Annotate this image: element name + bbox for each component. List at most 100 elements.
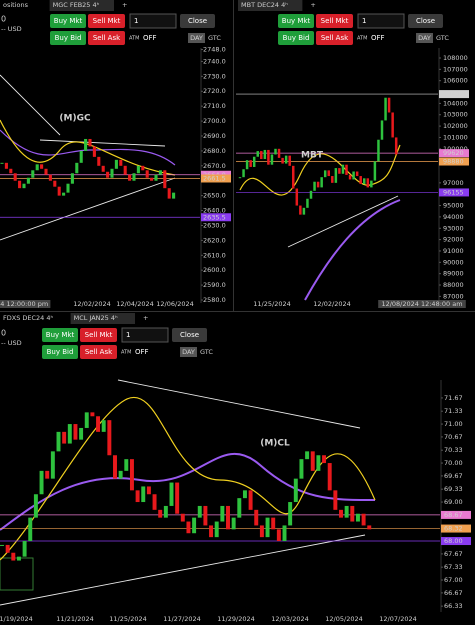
candle: [152, 494, 157, 510]
day-toggle[interactable]: [180, 347, 197, 357]
candle: [113, 455, 117, 479]
candle: [288, 502, 293, 526]
candle: [316, 455, 321, 471]
gtc-label[interactable]: GTC: [436, 34, 449, 42]
candle: [50, 451, 55, 479]
candle: [106, 171, 110, 178]
chart-annotation: (M)GC: [59, 114, 91, 124]
candle: [226, 505, 230, 530]
candle: [118, 470, 123, 479]
x-tick-label: 12/06/2024: [156, 300, 193, 308]
y-tick-label: 97000: [443, 179, 464, 187]
atm-state[interactable]: OFF: [135, 348, 149, 356]
x-tick-label: 12/05/2024: [325, 615, 362, 623]
gtc-label[interactable]: GTC: [200, 348, 213, 356]
atm-state[interactable]: OFF: [143, 34, 157, 42]
quantity-value: 1: [126, 331, 130, 339]
candle: [26, 177, 30, 184]
candle: [186, 521, 191, 534]
candle: [31, 170, 35, 178]
close-button-label: Close: [188, 17, 207, 25]
buy-market-button[interactable]: [278, 14, 314, 28]
buy-bid-button[interactable]: [42, 345, 78, 359]
candle: [249, 160, 252, 167]
chart-annotation: (M)CL: [260, 439, 290, 449]
quantity-input[interactable]: [129, 13, 177, 29]
sell-market-button[interactable]: [88, 14, 125, 28]
x-tick-label: 11/25/2024: [109, 615, 146, 623]
candle: [352, 171, 355, 180]
candle: [209, 525, 214, 538]
sell-ask-button[interactable]: [316, 31, 353, 45]
x-tick-label: 12/07/2024: [379, 615, 416, 623]
close-button[interactable]: [172, 328, 207, 342]
candle: [40, 164, 44, 169]
day-toggle[interactable]: [188, 33, 205, 43]
sell-ask-button[interactable]: [80, 345, 117, 359]
quantity-input[interactable]: [121, 327, 169, 343]
candle: [320, 177, 323, 188]
candle: [73, 424, 78, 440]
sell-market-button[interactable]: [80, 328, 117, 342]
close-button[interactable]: [180, 14, 215, 28]
candle: [132, 173, 136, 181]
sell-market-button-label: Sell Mkt: [93, 17, 121, 25]
position-qty: 0: [1, 15, 6, 24]
day-toggle[interactable]: [416, 33, 433, 43]
candle: [276, 529, 281, 542]
position-qty: 0: [1, 329, 6, 338]
add-tab: +: [122, 1, 127, 9]
price-tag-label: 104820: [443, 90, 468, 98]
y-tick-label: 2748.0: [203, 45, 226, 53]
chart-annotation: MBT: [301, 151, 324, 161]
candle: [350, 505, 355, 522]
candle: [282, 525, 287, 542]
candle: [260, 151, 263, 160]
sell-market-button[interactable]: [316, 14, 353, 28]
buy-bid-button[interactable]: [278, 31, 314, 45]
quantity-value: 1: [134, 17, 138, 25]
y-tick-label: 2710.0: [203, 102, 226, 110]
buy-market-button[interactable]: [42, 328, 78, 342]
y-tick-label: 94000: [443, 213, 464, 221]
ma-line: [304, 199, 401, 301]
quantity-input[interactable]: [357, 13, 405, 29]
x-tick-label: 12/03/2024: [271, 615, 308, 623]
candle: [366, 178, 370, 188]
candle: [79, 150, 83, 163]
candle: [295, 188, 299, 206]
buy-market-button-label: Buy Mkt: [46, 331, 75, 339]
candle: [327, 170, 330, 177]
y-tick-label: 89000: [443, 270, 464, 278]
candle: [242, 169, 245, 178]
candle: [79, 427, 84, 440]
close-button[interactable]: [408, 14, 443, 28]
candle: [256, 151, 259, 157]
candle: [167, 188, 171, 199]
candle: [9, 168, 13, 174]
candle: [363, 178, 366, 184]
buy-market-button[interactable]: [50, 14, 86, 28]
candle: [16, 556, 21, 561]
candle: [44, 168, 48, 175]
candle: [293, 478, 298, 503]
candle: [367, 525, 372, 530]
atm-state[interactable]: OFF: [371, 34, 385, 42]
candle: [242, 490, 247, 499]
y-tick-label: 71.33: [444, 407, 463, 415]
candle: [124, 459, 129, 471]
candle: [331, 176, 334, 183]
price-tag-label: 68.32: [444, 525, 463, 533]
y-tick-label: 100000: [443, 145, 468, 153]
price-tag: [439, 90, 469, 99]
candle: [373, 161, 377, 181]
gtc-label[interactable]: GTC: [208, 34, 221, 42]
sell-ask-button[interactable]: [88, 31, 125, 45]
sell-ask-button-label: Sell Ask: [85, 348, 113, 356]
sell-ask-button-label: Sell Ask: [321, 34, 349, 42]
buy-bid-button[interactable]: [50, 31, 86, 45]
candle: [277, 148, 281, 158]
add-tab: +: [310, 1, 315, 9]
candle: [231, 517, 236, 530]
